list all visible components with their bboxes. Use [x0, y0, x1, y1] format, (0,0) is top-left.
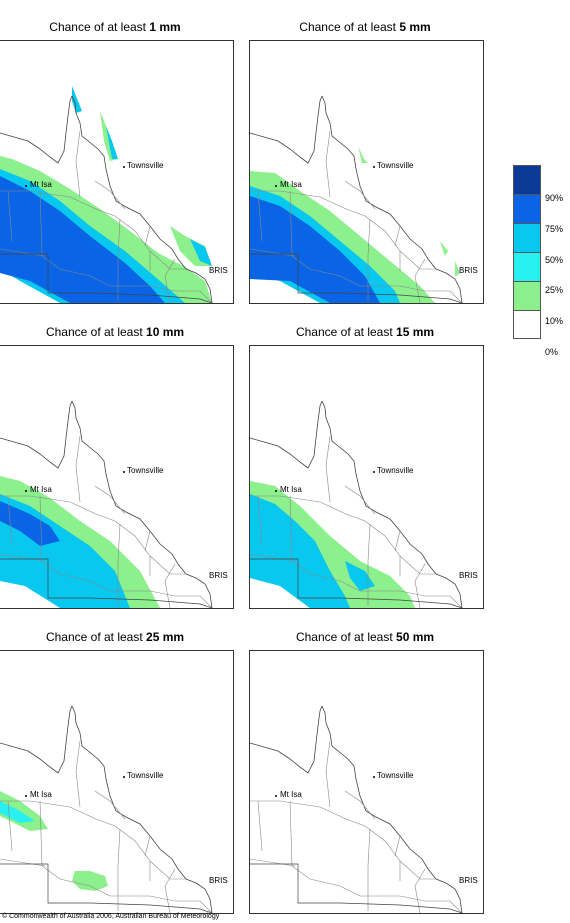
panel-title-15mm: Chance of at least 15 mm	[295, 325, 435, 339]
map-panel-1mm: Townsville Mt Isa BRIS	[0, 40, 234, 304]
place-label-bris: BRIS	[459, 266, 478, 275]
legend-label-0: 0%	[545, 347, 559, 357]
place-label-mt-isa: Mt Isa	[280, 180, 302, 189]
queensland-map	[0, 705, 213, 913]
place-label-townsville: Townsville	[127, 466, 164, 475]
legend-label-50: 50%	[545, 255, 564, 265]
map-panel-15mm: Townsville Mt Isa BRIS	[249, 345, 484, 609]
panel-title-50mm: Chance of at least 50 mm	[295, 630, 435, 644]
place-label-mt-isa: Mt Isa	[30, 485, 52, 494]
map-panel-50mm: Townsville Mt Isa BRIS	[249, 650, 484, 914]
panel-title-1mm: Chance of at least 1 mm	[49, 20, 181, 34]
queensland-map	[0, 86, 213, 303]
place-label-townsville: Townsville	[377, 161, 414, 170]
legend-label-10: 10%	[545, 316, 564, 326]
place-label-townsville: Townsville	[127, 161, 164, 170]
place-label-mt-isa: Mt Isa	[30, 790, 52, 799]
queensland-map	[250, 705, 463, 913]
place-label-mt-isa: Mt Isa	[280, 790, 302, 799]
probability-legend	[513, 165, 541, 339]
map-panel-5mm: Townsville Mt Isa BRIS	[249, 40, 484, 304]
place-label-townsville: Townsville	[127, 771, 164, 780]
place-label-mt-isa: Mt Isa	[30, 180, 52, 189]
place-label-bris: BRIS	[209, 876, 228, 885]
map-panel-25mm: Townsville Mt Isa BRIS	[0, 650, 234, 914]
legend-swatch-75	[513, 194, 541, 223]
legend-swatch-90	[513, 165, 541, 194]
queensland-map	[250, 95, 463, 303]
legend-swatch-10	[513, 281, 541, 310]
panel-title-5mm: Chance of at least 5 mm	[299, 20, 431, 34]
legend-swatch-25	[513, 252, 541, 281]
queensland-map	[0, 400, 213, 608]
queensland-map	[250, 400, 463, 608]
panel-title-25mm: Chance of at least 25 mm	[45, 630, 185, 644]
legend-label-90: 90%	[545, 193, 564, 203]
place-label-bris: BRIS	[459, 876, 478, 885]
legend-label-25: 25%	[545, 285, 564, 295]
place-label-townsville: Townsville	[377, 466, 414, 475]
copyright-footer: © Commonwealth of Australia 2006, Austra…	[2, 913, 220, 920]
map-panel-10mm: Townsville Mt Isa BRIS	[0, 345, 234, 609]
place-label-mt-isa: Mt Isa	[280, 485, 302, 494]
place-label-bris: BRIS	[209, 571, 228, 580]
legend-swatch-50	[513, 223, 541, 252]
place-label-townsville: Townsville	[377, 771, 414, 780]
legend-swatch-0	[513, 310, 541, 339]
panel-title-10mm: Chance of at least 10 mm	[45, 325, 185, 339]
place-label-bris: BRIS	[459, 571, 478, 580]
place-label-bris: BRIS	[209, 266, 228, 275]
legend-label-75: 75%	[545, 224, 564, 234]
